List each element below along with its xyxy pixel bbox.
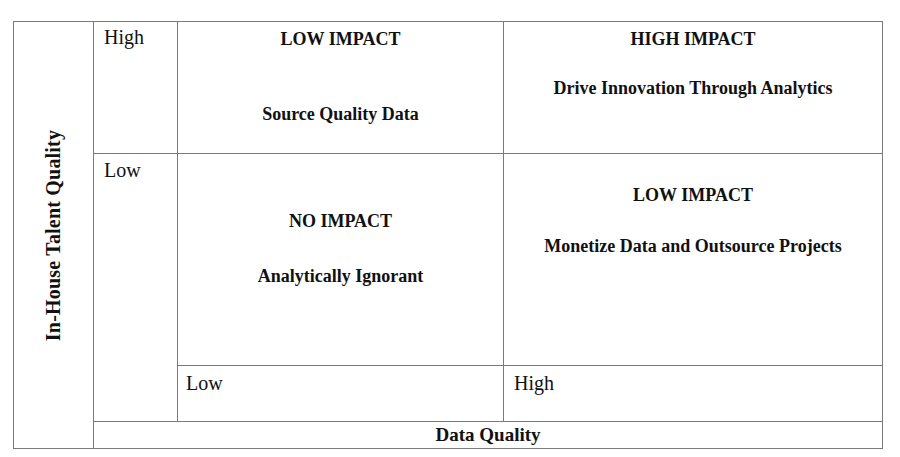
x-axis-low-label: Low: [186, 372, 223, 394]
quadrant-bottom-left-impact: NO IMPACT: [289, 210, 392, 232]
matrix-table: In-House Talent Quality High Low LOW IMP…: [13, 21, 883, 449]
y-axis-title: In-House Talent Quality: [42, 129, 65, 340]
quadrant-top-left: LOW IMPACT Source Quality Data: [178, 22, 504, 154]
x-axis-high-cell: High: [504, 366, 882, 422]
y-axis-high-label: High: [104, 26, 144, 48]
quadrant-top-left-impact: LOW IMPACT: [281, 28, 401, 50]
y-axis-title-cell: In-House Talent Quality: [14, 22, 94, 448]
quadrant-bottom-right-strategy: Monetize Data and Outsource Projects: [544, 234, 841, 258]
x-axis-low-cell: Low: [178, 366, 504, 422]
x-axis-title-cell: Data Quality: [94, 422, 882, 448]
quadrant-bottom-left: NO IMPACT Analytically Ignorant: [178, 154, 504, 366]
quadrant-bottom-right-impact: LOW IMPACT: [633, 184, 753, 206]
quadrant-bottom-right: LOW IMPACT Monetize Data and Outsource P…: [504, 154, 882, 366]
x-axis-title: Data Quality: [435, 424, 540, 446]
y-axis-high-cell: High: [94, 22, 178, 154]
y-axis-low-cell: Low: [94, 154, 178, 422]
quadrant-top-left-strategy: Source Quality Data: [262, 102, 419, 126]
quadrant-top-right: HIGH IMPACT Drive Innovation Through Ana…: [504, 22, 882, 154]
x-axis-high-label: High: [514, 372, 554, 394]
quadrant-bottom-left-strategy: Analytically Ignorant: [258, 264, 424, 288]
quadrant-top-right-impact: HIGH IMPACT: [630, 28, 755, 50]
impact-matrix-diagram: In-House Talent Quality High Low LOW IMP…: [0, 0, 900, 457]
y-axis-low-label: Low: [104, 159, 141, 181]
quadrant-top-right-strategy: Drive Innovation Through Analytics: [554, 76, 833, 100]
